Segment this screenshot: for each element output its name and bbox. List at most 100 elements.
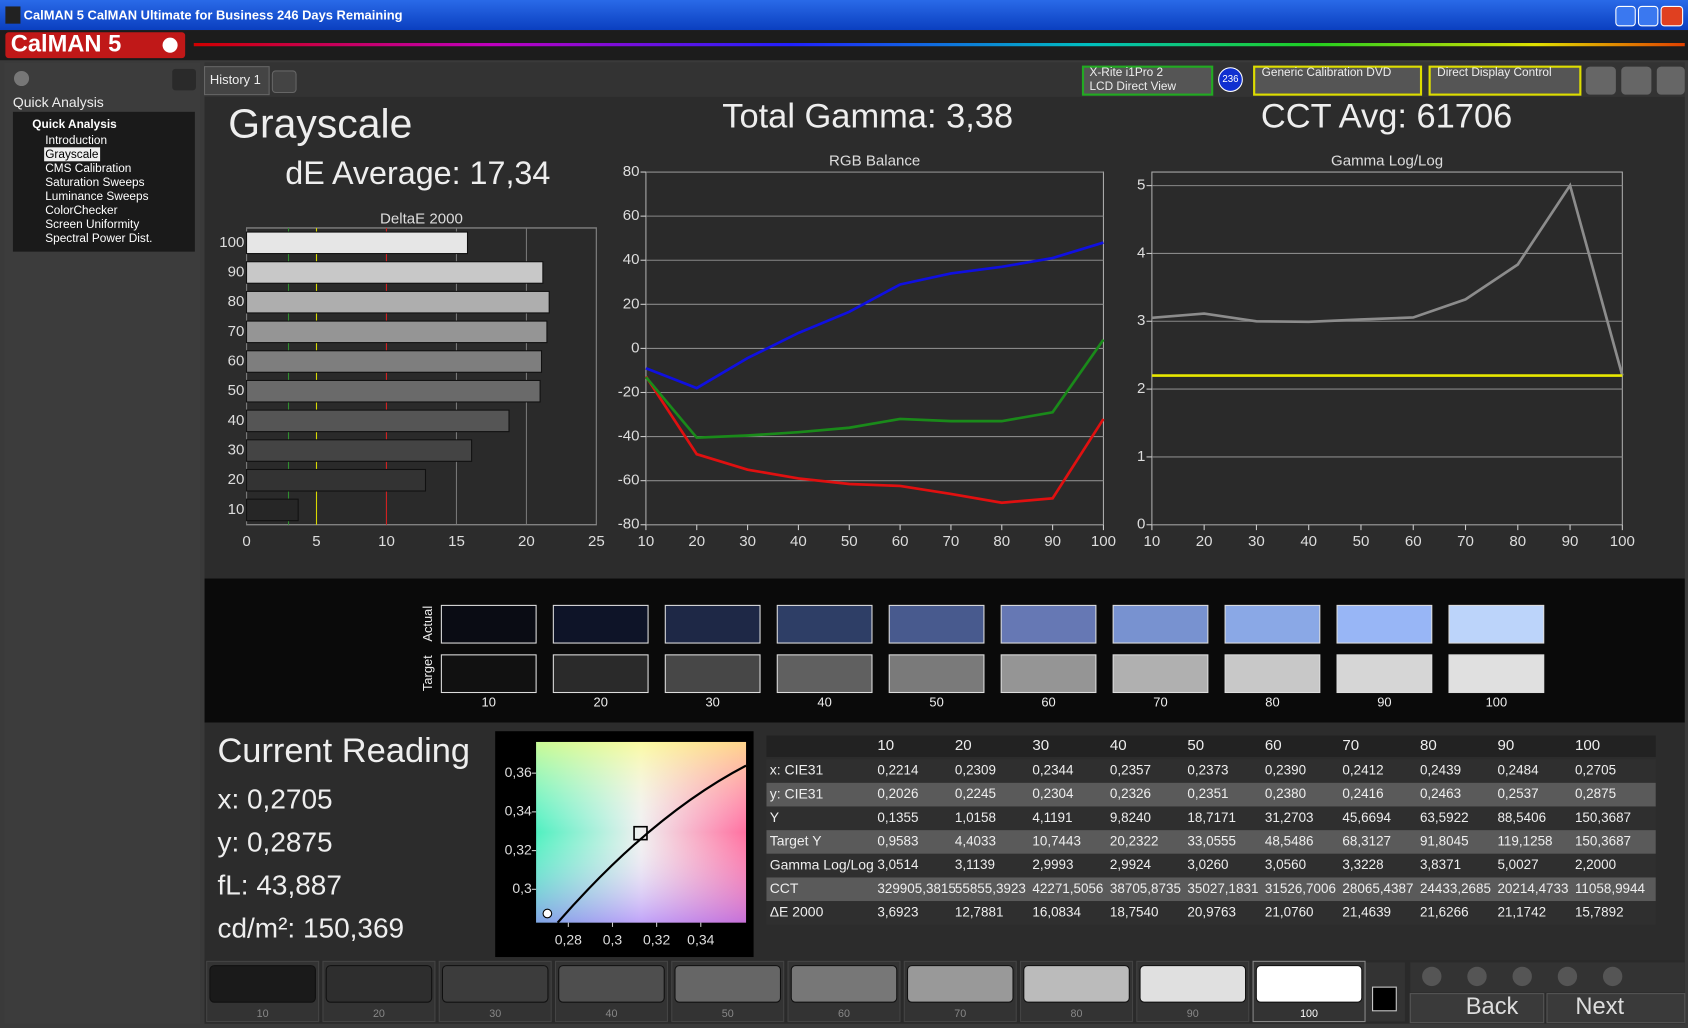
table-cell: 0,2416 (1342, 786, 1383, 801)
x-tick-label: 80 (993, 533, 1010, 550)
actual-swatch (888, 604, 985, 644)
patch-label: 80 (1071, 1008, 1083, 1020)
table-cell: 4,1191 (1032, 810, 1072, 825)
tree-group: Quick Analysis (32, 117, 117, 131)
y-tick-label: 60 (623, 207, 640, 224)
data-line (644, 338, 1105, 440)
table-row (766, 759, 1656, 783)
x-tick-label: 10 (1144, 533, 1161, 550)
table-cell: 0,2326 (1110, 786, 1151, 801)
table-cell: 91,8045 (1420, 834, 1469, 849)
meter-name: X-Rite i1Pro 2 (1089, 65, 1163, 79)
page-title: Grayscale (228, 101, 412, 147)
settings-button[interactable] (1585, 66, 1616, 95)
x-tick-label: 70 (1457, 533, 1474, 550)
x-tick-label: 60 (892, 533, 909, 550)
refresh-button[interactable] (1602, 966, 1623, 987)
table-cell: 15,7892 (1575, 904, 1624, 919)
next-button[interactable] (1546, 993, 1686, 1024)
swatch-label: 90 (1377, 695, 1391, 710)
measured-point (542, 908, 553, 919)
table-cell: 11058,9944 (1575, 881, 1646, 896)
y-tick-label: 2 (1137, 380, 1145, 397)
y-tick-label: 0 (1137, 516, 1145, 533)
table-cell: 21,6266 (1420, 904, 1469, 919)
table-cell: 0,2537 (1497, 786, 1538, 801)
table-cell: 20214,4733 (1497, 881, 1568, 896)
maximize-button[interactable] (1637, 5, 1659, 27)
bar (245, 379, 541, 403)
actual-swatch (1000, 604, 1097, 644)
target-point (633, 825, 648, 841)
playback-controls (1410, 962, 1685, 993)
table-cell: 31526,7006 (1265, 881, 1336, 896)
y-tick-label: 5 (1137, 177, 1145, 194)
stop-button[interactable] (1422, 966, 1442, 987)
sidebar-pin[interactable] (13, 70, 30, 87)
table-cell: 0,2875 (1575, 786, 1616, 801)
reading-title: Current Reading (217, 732, 470, 770)
y-tick-label: 3 (1137, 312, 1145, 329)
table-cell: ΔE 2000 (770, 904, 824, 920)
x-tick-label: 90 (1044, 533, 1061, 550)
target-swatch (664, 654, 761, 694)
y-tick-label: 0,34 (505, 803, 532, 819)
table-header: 10 (877, 737, 894, 754)
table-cell: 0,2439 (1420, 763, 1461, 778)
tree-item: ColorChecker (45, 203, 117, 217)
table-row (766, 830, 1656, 854)
table-cell: 9,8240 (1110, 810, 1151, 825)
logo-box[interactable] (5, 32, 186, 59)
bar (245, 290, 550, 314)
close-button[interactable] (1660, 5, 1684, 27)
actual-swatch (1224, 604, 1321, 644)
table-cell: 28065,4387 (1342, 881, 1413, 896)
tab[interactable] (204, 66, 270, 96)
table-cell: 0,2245 (955, 786, 996, 801)
back-button[interactable] (1409, 993, 1545, 1024)
meter-selector[interactable] (1081, 65, 1214, 96)
patch-color (558, 965, 665, 1003)
patch-color (906, 965, 1014, 1003)
play-button[interactable] (1467, 966, 1487, 987)
table-cell: 20,9763 (1187, 904, 1236, 919)
table-cell: 1,0158 (955, 810, 996, 825)
table-cell: 88,5406 (1497, 810, 1546, 825)
x-tick-label: 20 (518, 533, 535, 550)
y-tick-label: 80 (623, 163, 640, 180)
y-tick-label: 0 (631, 339, 639, 356)
row-label: Actual (420, 606, 435, 642)
bar (245, 439, 473, 462)
target-swatch (1112, 654, 1209, 694)
x-tick-label: 0,34 (687, 932, 714, 948)
table-cell: 3,3228 (1342, 857, 1383, 872)
collapse-button[interactable] (1656, 66, 1685, 95)
table-cell: 2,9924 (1110, 857, 1152, 872)
source-selector[interactable] (1253, 65, 1423, 96)
table-cell: 10,7443 (1032, 834, 1081, 849)
x-tick-label: 90 (1562, 533, 1579, 550)
bar (245, 261, 544, 284)
stop-icon (1372, 986, 1397, 1012)
display-selector[interactable] (1428, 65, 1582, 96)
actual-swatch (1448, 604, 1545, 644)
table-header: 30 (1032, 737, 1049, 754)
y-tick-label: 100 (219, 234, 244, 251)
chart-title: DeltaE 2000 (380, 210, 463, 227)
help-button[interactable] (1621, 66, 1652, 95)
record-button[interactable] (1512, 966, 1532, 987)
y-tick-label: -40 (618, 428, 640, 445)
y-tick-label: 0,32 (505, 841, 532, 857)
sidebar-collapse[interactable] (172, 68, 196, 91)
minimize-button[interactable] (1615, 5, 1636, 27)
table-cell: 21,0760 (1265, 904, 1314, 919)
sidebar-header: Quick Analysis (13, 94, 104, 110)
table-cell: 3,8371 (1420, 857, 1461, 872)
meter-badge[interactable] (1218, 67, 1243, 92)
patch-color (441, 965, 549, 1003)
add-tab-button[interactable] (271, 70, 297, 94)
patch-label: 10 (257, 1008, 269, 1020)
loop-button[interactable] (1557, 966, 1578, 987)
table-header: 80 (1420, 737, 1437, 754)
